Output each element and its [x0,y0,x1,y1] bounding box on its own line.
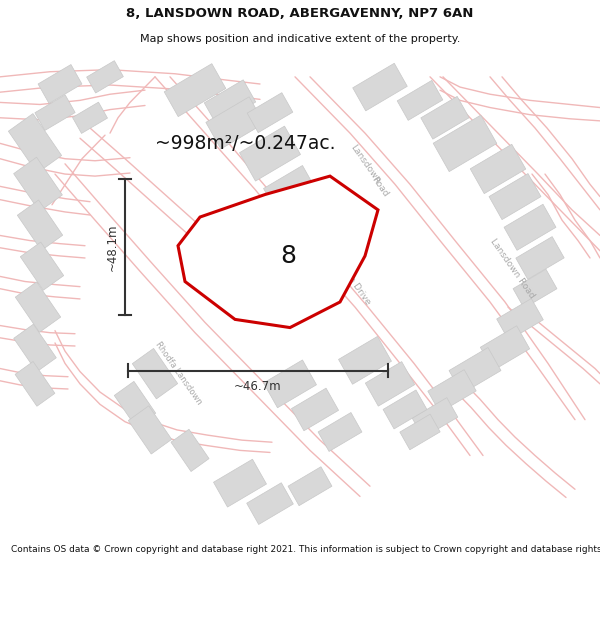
Bar [412,398,458,437]
Bar [171,429,209,471]
Bar [247,92,293,132]
Bar [164,64,226,117]
Text: ~998m²/~0.247ac.: ~998m²/~0.247ac. [155,134,335,153]
Text: 8, LANSDOWN ROAD, ABERGAVENNY, NP7 6AN: 8, LANSDOWN ROAD, ABERGAVENNY, NP7 6AN [127,7,473,20]
Bar [397,81,443,121]
Bar [14,158,62,211]
Bar [35,95,75,131]
Bar [449,348,501,394]
Bar [383,390,427,429]
Text: ~48.1m: ~48.1m [106,224,119,271]
Bar [263,360,316,408]
Text: Road: Road [370,174,390,198]
Text: Lansdown Drive: Lansdown Drive [323,242,373,307]
Bar [365,362,415,406]
Bar [128,406,172,454]
Bar [489,174,541,219]
Bar [318,412,362,451]
Bar [213,198,267,248]
Bar [15,361,55,406]
Bar [206,97,264,149]
Bar [433,115,497,172]
Bar [204,80,256,125]
Text: Lansdown: Lansdown [349,142,382,185]
Text: Rhodfa Lansdown: Rhodfa Lansdown [153,341,203,407]
Bar [232,246,278,287]
Bar [16,282,61,332]
Bar [400,414,440,450]
Bar [263,166,316,213]
Text: 8: 8 [280,244,296,268]
Bar [481,326,530,371]
Bar [20,242,64,290]
Text: ~46.7m: ~46.7m [234,381,282,394]
Bar [133,348,178,399]
Bar [17,200,62,251]
Text: Map shows position and indicative extent of the property.: Map shows position and indicative extent… [140,34,460,44]
Bar [247,482,293,524]
Bar [338,336,391,384]
Bar [288,467,332,506]
Bar [214,459,266,507]
Bar [86,61,124,93]
Bar [353,63,407,111]
Text: Contains OS data © Crown copyright and database right 2021. This information is : Contains OS data © Crown copyright and d… [11,545,600,554]
Bar [14,324,56,372]
Bar [73,102,107,133]
Bar [470,144,526,194]
Bar [8,114,62,173]
Bar [428,369,476,413]
Bar [292,388,338,431]
Text: Lansdown Road: Lansdown Road [488,237,536,300]
Bar [239,126,301,181]
Bar [516,237,564,279]
Polygon shape [178,176,378,328]
Bar [513,269,557,308]
Bar [114,381,156,428]
Bar [497,299,544,340]
Bar [421,96,469,139]
Bar [38,64,82,104]
Bar [504,204,556,251]
